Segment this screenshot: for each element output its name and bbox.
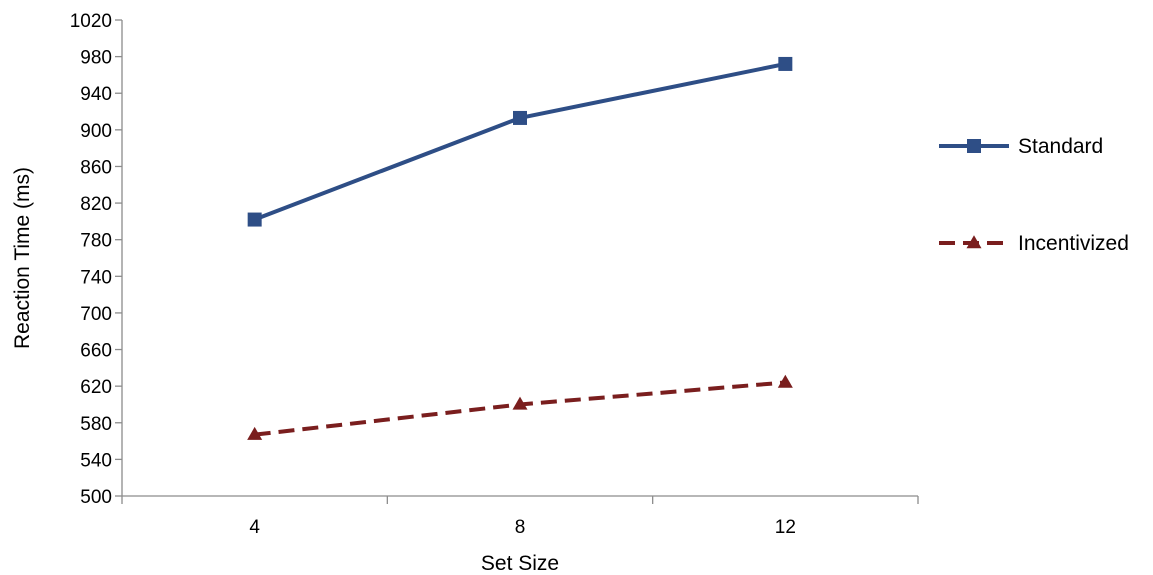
y-tick-label: 540 [80, 450, 112, 471]
y-tick-label: 900 [80, 121, 112, 142]
y-tick-label: 580 [80, 414, 112, 435]
y-tick-label: 500 [80, 487, 112, 508]
y-tick-label: 980 [80, 48, 112, 69]
x-tick-label: 12 [775, 517, 796, 538]
data-point-incentivized [777, 374, 793, 388]
legend-item-incentivized: Incentivized [939, 232, 1129, 255]
x-axis-ticks: 4 8 12 [121, 496, 919, 538]
x-axis-title: Set Size [481, 552, 559, 575]
series-line-standard [253, 61, 786, 222]
x-tick-label: 8 [515, 517, 526, 538]
legend-swatch-marker [967, 139, 981, 153]
legend-label: Incentivized [1018, 232, 1129, 255]
y-tick-label: 780 [80, 231, 112, 252]
legend-item-standard: Standard [939, 135, 1103, 158]
y-tick-label: 820 [80, 194, 112, 215]
legend-swatch-marker [966, 235, 982, 249]
legend: Standard Incentivized [939, 135, 1129, 255]
x-tick-label: 4 [249, 517, 260, 538]
data-point-standard [513, 110, 527, 125]
legend-label: Standard [1018, 135, 1103, 158]
data-point-incentivized [247, 426, 263, 440]
series-layer [247, 56, 793, 440]
series-incentivized [247, 374, 793, 440]
data-point-incentivized [512, 396, 528, 410]
y-tick-label: 660 [80, 341, 112, 362]
data-point-standard [778, 56, 793, 71]
y-tick-label: 620 [80, 377, 112, 398]
y-tick-label: 740 [80, 267, 112, 288]
y-tick-label: 1020 [70, 11, 112, 32]
y-axis-title: Reaction Time (ms) [11, 167, 34, 349]
y-tick-label: 940 [80, 84, 112, 105]
data-point-standard [247, 212, 262, 227]
y-tick-label: 700 [80, 304, 112, 325]
series-standard [247, 56, 793, 227]
y-axis-ticks: 500 540 580 620 660 700 740 780 820 860 900 940 980 1… [70, 11, 122, 508]
y-tick-label: 860 [80, 157, 112, 178]
